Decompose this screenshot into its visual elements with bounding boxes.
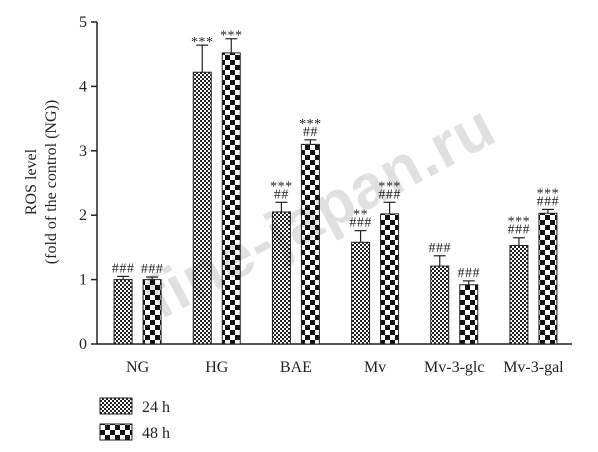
significance-star: *** — [378, 179, 401, 194]
x-category-label: Mv-3-gal — [503, 359, 564, 376]
bar-48h — [459, 284, 479, 345]
x-category-label: Mv — [364, 359, 386, 376]
significance-star: *** — [220, 29, 243, 44]
x-category-label: Mv-3-glc — [424, 359, 484, 376]
significance-hash: ### — [537, 194, 560, 209]
bars — [113, 38, 558, 345]
axes — [96, 22, 572, 345]
significance-hash: ### — [112, 261, 135, 276]
bar-24h — [430, 265, 450, 345]
x-category-labels: NG HG BAE Mv Mv-3-glc Mv-3-gal — [126, 359, 564, 376]
significance-star: *** — [508, 215, 531, 230]
significance-star: *** — [191, 35, 214, 50]
significance-star: *** — [537, 186, 560, 201]
bar-48h — [380, 213, 400, 345]
legend: 24 h 48 h — [99, 397, 170, 442]
significance-star: *** — [270, 179, 293, 194]
bar-48h — [538, 212, 558, 345]
y-tick-label: 0 — [79, 336, 87, 353]
y-axis-title-line1: ROS level — [23, 148, 40, 215]
y-tick-label: 2 — [79, 207, 87, 224]
significance-hash: ### — [349, 216, 372, 231]
significance-hash: ### — [458, 266, 481, 281]
y-axis-title-line2: (fold of the control (NG)) — [43, 100, 60, 264]
significance-hash: ## — [303, 125, 318, 140]
y-tick-label: 5 — [79, 14, 87, 31]
significance-hash: ## — [274, 187, 289, 202]
y-tick-label: 4 — [79, 78, 87, 95]
x-category-label: NG — [126, 359, 150, 376]
significance-annotations: ### ###*** ***##***##***###**###***#######… — [112, 29, 559, 281]
significance-hash: ### — [508, 223, 531, 238]
legend-label-48h: 48 h — [142, 425, 170, 442]
bar-24h — [113, 279, 133, 345]
bar-24h — [509, 244, 529, 345]
legend-label-24h: 24 h — [142, 399, 170, 416]
significance-star: *** — [299, 117, 322, 132]
significance-star: ** — [353, 208, 368, 223]
significance-hash: ### — [141, 262, 164, 277]
y-ticks: 0 1 2 3 4 5 — [79, 14, 97, 353]
legend-swatch-24h — [99, 397, 133, 415]
bar-24h — [351, 241, 371, 345]
y-tick-label: 3 — [79, 143, 87, 160]
significance-hash: ### — [429, 241, 452, 256]
x-category-label: HG — [205, 359, 229, 376]
x-category-label: BAE — [280, 359, 312, 376]
legend-swatch-48h — [99, 423, 133, 441]
y-tick-label: 1 — [79, 272, 87, 289]
significance-hash: ### — [378, 187, 401, 202]
